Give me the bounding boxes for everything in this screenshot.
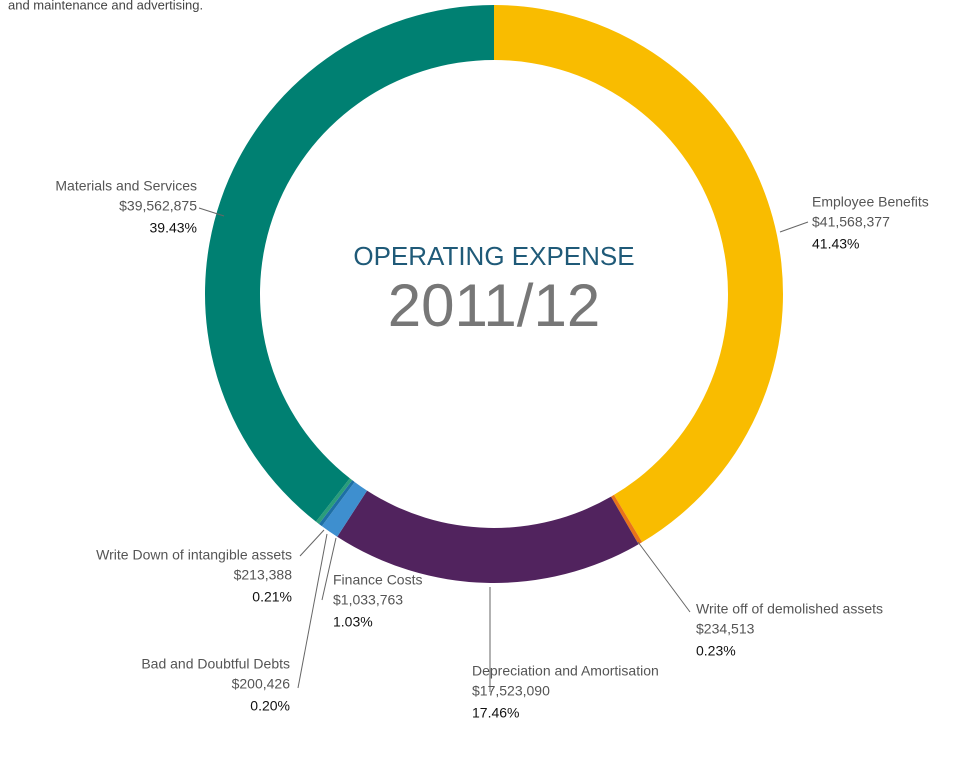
leader-line [637, 541, 691, 613]
chart-title: OPERATING EXPENSE [353, 241, 634, 271]
slice-percent: 0.23% [696, 643, 736, 659]
slice-label: Write off of demolished assets [696, 601, 883, 617]
slice-amount: $200,426 [232, 676, 291, 692]
donut-slice [611, 494, 643, 545]
slice-amount: $234,513 [696, 621, 755, 637]
slice-percent: 0.20% [250, 698, 290, 714]
donut-slice [494, 5, 783, 543]
slice-label: Depreciation and Amortisation [472, 663, 659, 679]
slice-amount: $17,523,090 [472, 683, 550, 699]
slice-label: Write Down of intangible assets [96, 547, 292, 563]
leader-line [299, 529, 325, 557]
chart-subtitle: 2011/12 [388, 272, 600, 339]
donut-slice [318, 480, 355, 527]
slice-amount: $39,562,875 [119, 198, 197, 214]
leader-line [779, 221, 809, 233]
slice-percent: 39.43% [150, 220, 197, 236]
slice-amount: $41,568,377 [812, 214, 890, 230]
donut-slice [204, 5, 494, 522]
slice-percent: 0.21% [252, 589, 292, 605]
donut-slice [321, 481, 368, 537]
slice-percent: 1.03% [333, 614, 373, 630]
note: and maintenance and advertising. [8, 0, 203, 12]
leader-line [198, 207, 225, 217]
leader-line [297, 533, 328, 689]
donut-slice [315, 478, 353, 524]
donut-slice [337, 490, 639, 583]
slice-label: Finance Costs [333, 572, 422, 588]
leader-line [321, 537, 337, 601]
slice-amount: $213,388 [234, 567, 293, 583]
slice-label: Bad and Doubtful Debts [141, 656, 290, 672]
slice-label: Employee Benefits [812, 194, 929, 210]
slice-label: Materials and Services [55, 178, 197, 194]
slice-percent: 41.43% [812, 236, 859, 252]
slice-percent: 17.46% [472, 705, 519, 721]
slice-amount: $1,033,763 [333, 592, 403, 608]
